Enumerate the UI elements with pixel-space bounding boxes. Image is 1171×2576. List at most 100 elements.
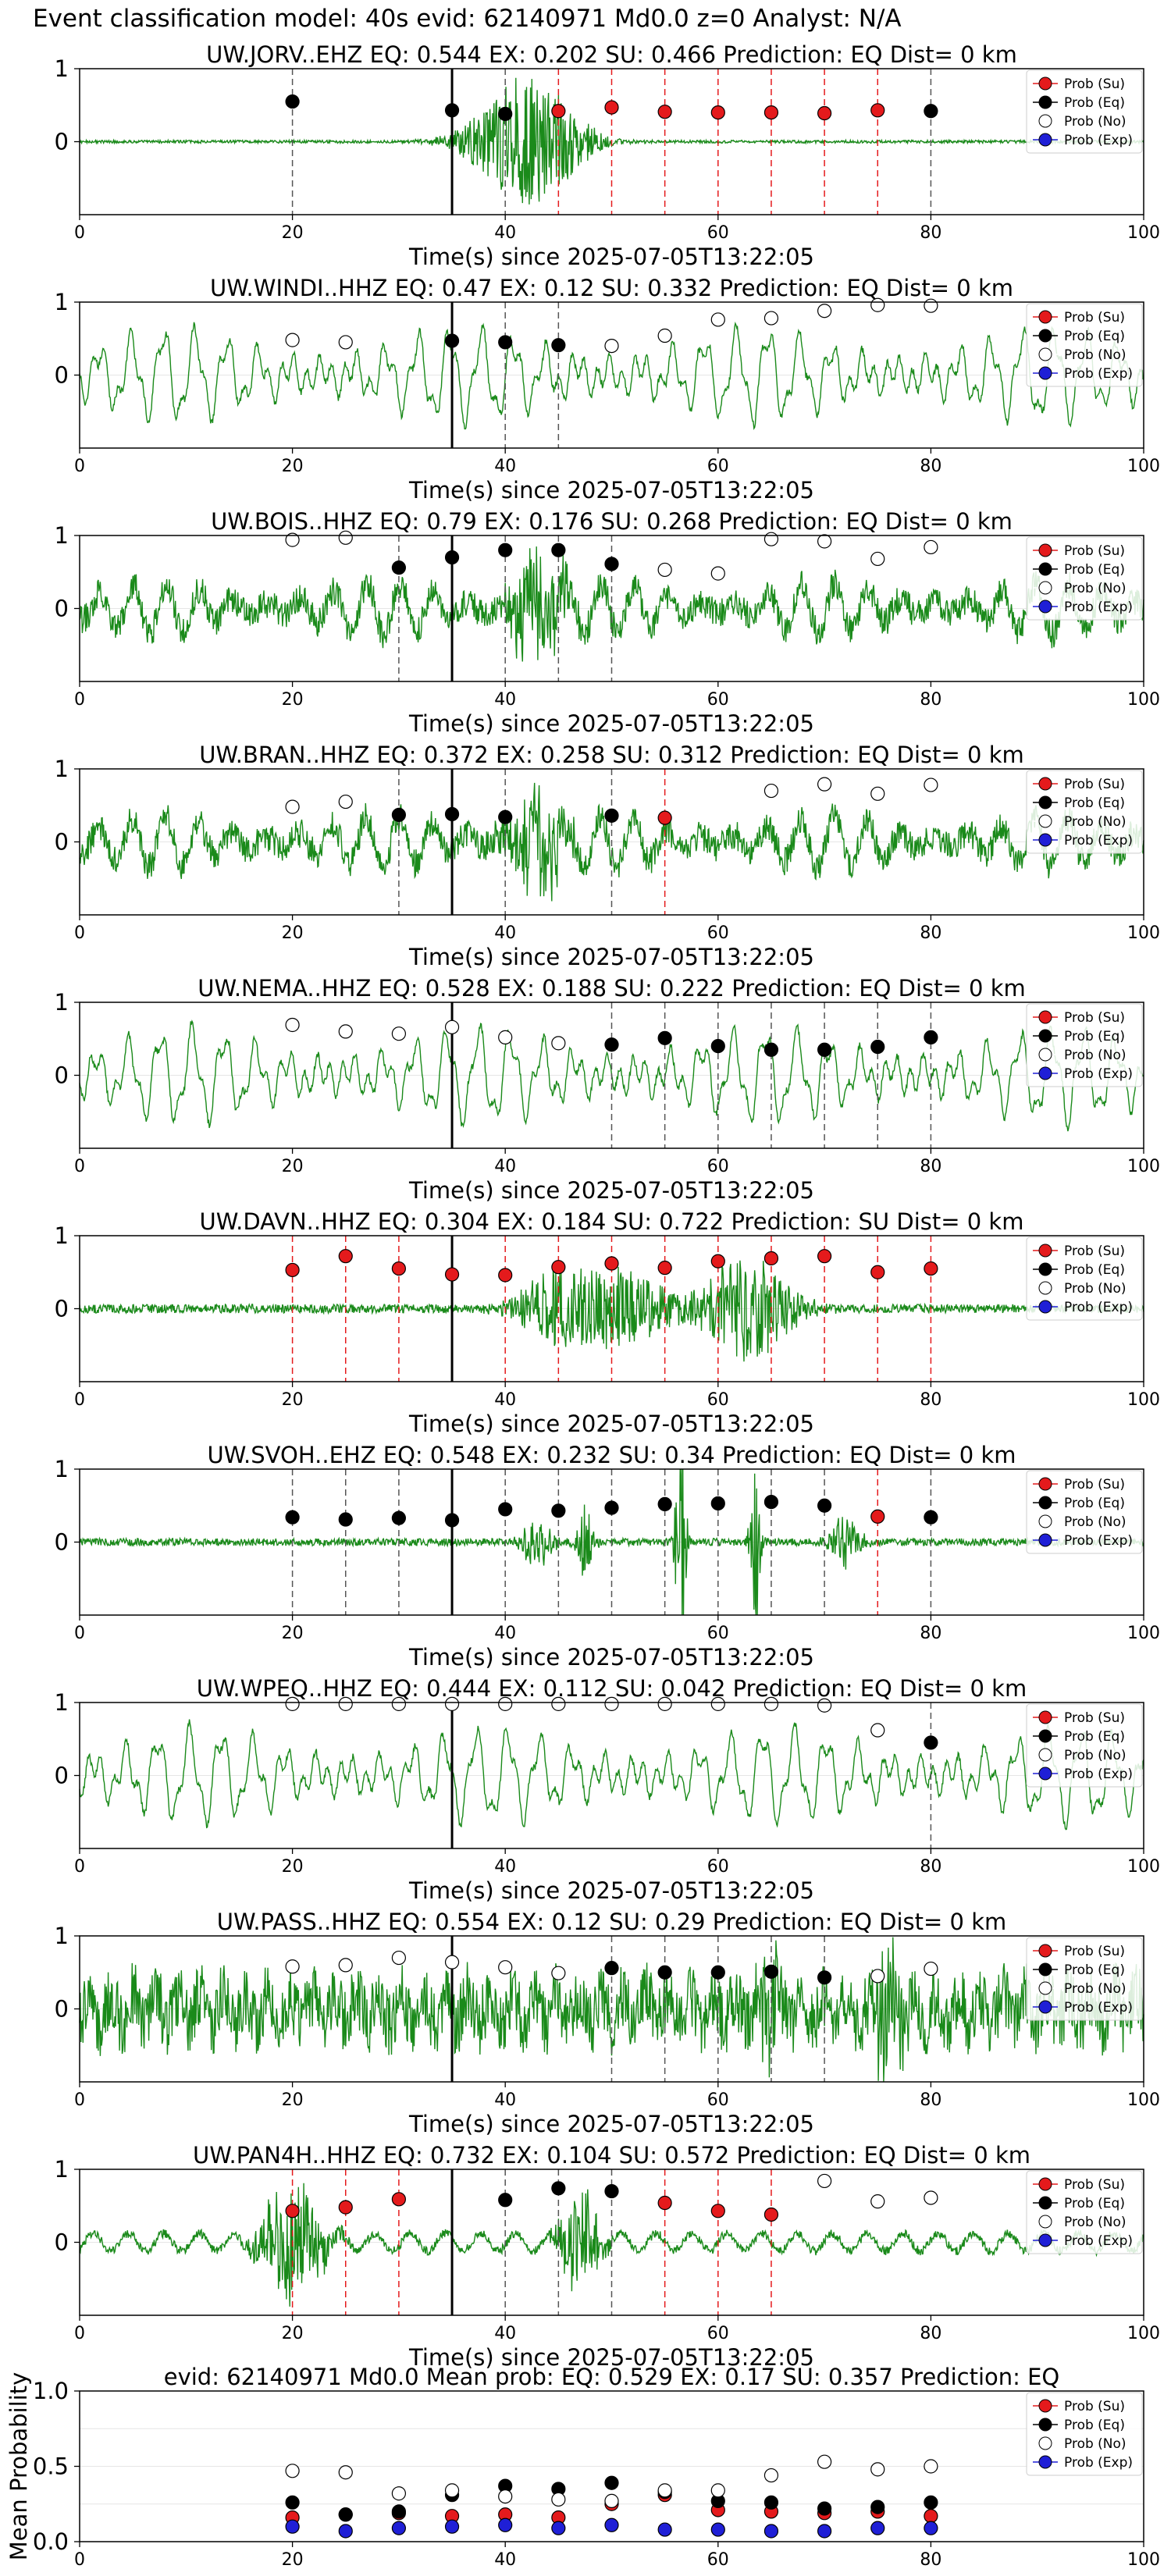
x-axis-label: Time(s) since 2025-07-05T13:22:05 [408, 1177, 814, 1204]
x-tick-label: 40 [494, 1857, 516, 1877]
prob-marker-exp [710, 2522, 725, 2537]
x-tick-label: 40 [494, 223, 516, 243]
y-tick-label: 1 [55, 289, 69, 315]
x-tick-label: 100 [1127, 1857, 1160, 1877]
legend-marker-su [1038, 2399, 1052, 2413]
prob-marker-eq [498, 1502, 513, 1517]
prob-marker-su [551, 1260, 566, 1275]
legend-marker-eq [1038, 1496, 1052, 1510]
legend-marker-su [1038, 76, 1052, 91]
legend-label-su: Prob (Su) [1064, 1944, 1125, 1959]
x-axis-label: Time(s) since 2025-07-05T13:22:05 [408, 710, 814, 737]
prob-marker-no [604, 1696, 619, 1711]
x-tick-label: 60 [707, 923, 729, 943]
figure-title: Event classification model: 40s evid: 62… [33, 5, 902, 33]
x-tick-label: 60 [707, 1390, 729, 1410]
legend-label-no: Prob (No) [1064, 2436, 1127, 2452]
x-tick-label: 80 [920, 1624, 941, 1643]
legend-frame [1026, 2170, 1143, 2254]
prob-marker-su [870, 1509, 885, 1524]
prob-marker-eq [763, 1964, 779, 1979]
legend-label-su: Prob (Su) [1064, 1010, 1125, 1026]
prob-marker-su [924, 1261, 938, 1276]
y-tick-label: 1 [55, 756, 69, 782]
x-tick-label: 40 [494, 923, 516, 943]
x-tick-label: 100 [1127, 2090, 1160, 2110]
prob-marker-eq [924, 2495, 938, 2510]
x-tick-label: 40 [494, 2550, 516, 2570]
prob-marker-su [763, 2207, 779, 2222]
x-axis-label: Time(s) since 2025-07-05T13:22:05 [408, 477, 814, 503]
legend-marker-su [1038, 1710, 1052, 1724]
legend: Prob (Su) Prob (Eq) Prob (No) Prob (Exp) [1026, 1703, 1143, 1788]
legend-marker-su [1038, 1944, 1052, 1958]
x-axis-label: Time(s) since 2025-07-05T13:22:05 [408, 2344, 814, 2371]
legend-label-eq: Prob (Eq) [1064, 562, 1125, 578]
prob-marker-no [391, 1696, 406, 1711]
prob-marker-eq [710, 1496, 725, 1511]
prob-marker-su [604, 100, 619, 115]
legend-marker-su [1038, 777, 1052, 791]
legend-marker-exp [1038, 1066, 1052, 1080]
prob-marker-no [763, 783, 779, 799]
x-tick-label: 60 [707, 1157, 729, 1176]
legend-label-eq: Prob (Eq) [1064, 2418, 1125, 2433]
legend-label-no: Prob (No) [1064, 114, 1127, 130]
prob-marker-exp [551, 2521, 566, 2535]
legend-marker-su [1038, 543, 1052, 557]
prob-marker-no [285, 2464, 300, 2478]
prob-marker-eq [817, 2501, 832, 2516]
station-title: UW.WINDI..HHZ EQ: 0.47 EX: 0.12 SU: 0.33… [210, 275, 1013, 301]
legend-label-eq: Prob (Eq) [1064, 95, 1125, 111]
legend-label-exp: Prob (Exp) [1064, 2000, 1133, 2016]
prob-marker-exp [338, 2524, 353, 2539]
prob-marker-no [338, 2465, 353, 2480]
prob-marker-eq [551, 338, 566, 353]
waveform-trace [79, 321, 1144, 430]
prob-marker-exp [285, 2519, 300, 2534]
legend-label-su: Prob (Su) [1064, 2177, 1125, 2193]
prob-marker-no [285, 1017, 300, 1033]
prob-marker-eq [817, 1970, 832, 1985]
legend-label-su: Prob (Su) [1064, 1710, 1125, 1726]
x-tick-label: 20 [282, 223, 304, 243]
prob-marker-exp [604, 2517, 619, 2532]
legend-label-eq: Prob (Eq) [1064, 1729, 1125, 1745]
prob-marker-su [817, 1249, 832, 1264]
station-title: UW.BOIS..HHZ EQ: 0.79 EX: 0.176 SU: 0.26… [211, 508, 1013, 535]
legend-marker-exp [1038, 833, 1052, 847]
prob-marker-no [285, 1959, 300, 1974]
station-title: UW.NEMA..HHZ EQ: 0.528 EX: 0.188 SU: 0.2… [198, 975, 1025, 1002]
prob-marker-su [710, 1254, 725, 1268]
prob-marker-no [338, 1696, 353, 1711]
y-tick-label: 0 [55, 1529, 69, 1556]
legend-label-eq: Prob (Eq) [1064, 1496, 1125, 1511]
prob-marker-eq [444, 103, 460, 118]
y-tick-label: 0.0 [33, 2528, 69, 2555]
legend-label-exp: Prob (Exp) [1064, 1533, 1133, 1549]
x-tick-label: 40 [494, 2324, 516, 2343]
x-tick-label: 20 [282, 2550, 304, 2570]
legend: Prob (Su) Prob (Eq) Prob (No) Prob (Exp) [1026, 1003, 1143, 1087]
prob-marker-eq [817, 1042, 832, 1057]
y-tick-label: 1.0 [33, 2378, 69, 2404]
prob-marker-su [763, 105, 779, 120]
y-tick-label: 0 [55, 362, 69, 389]
legend-marker-no [1038, 2215, 1052, 2229]
mean-panel: 0.0 0.5 1.0 0 20 40 60 80 100 evid: 62140971 Md0.… [5, 2364, 1160, 2570]
prob-marker-no [391, 1026, 406, 1041]
x-tick-label: 80 [920, 2090, 941, 2110]
x-tick-label: 40 [494, 457, 516, 476]
prob-marker-su [657, 105, 672, 119]
legend-marker-su [1038, 1010, 1052, 1024]
legend: Prob (Su) Prob (Eq) Prob (No) Prob (Exp) [1026, 1236, 1143, 1321]
x-tick-label: 100 [1127, 2550, 1160, 2570]
prob-marker-eq [498, 2193, 513, 2208]
x-tick-label: 20 [282, 2324, 304, 2343]
prob-marker-no [657, 328, 672, 343]
prob-marker-eq [657, 1965, 672, 1980]
legend-marker-eq [1038, 1262, 1052, 1276]
prob-marker-eq [391, 560, 406, 575]
